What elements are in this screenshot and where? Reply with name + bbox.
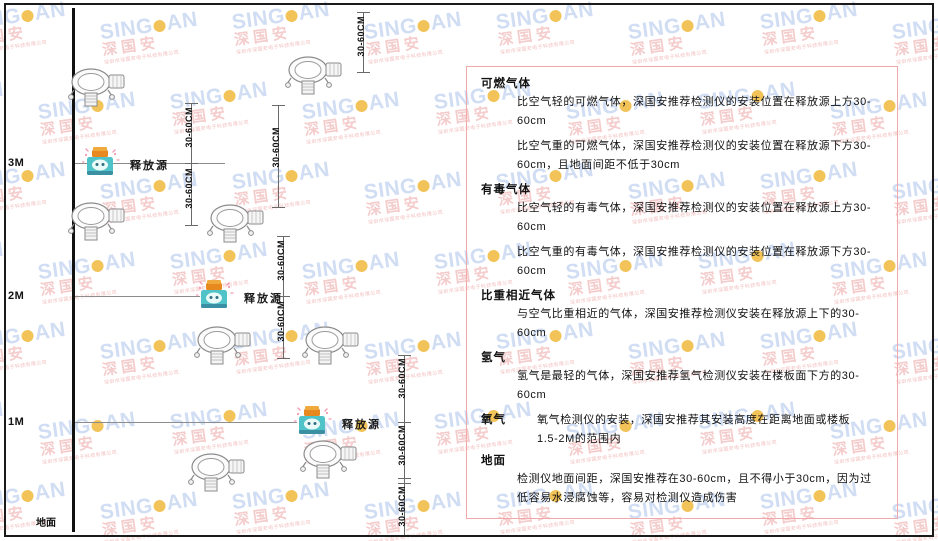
- gas-detector-icon: [186, 447, 248, 504]
- release-source-icon: [81, 145, 124, 186]
- dimension-tick: [357, 12, 370, 13]
- info-section-toxic-gas: 有毒气体比空气轻的有毒气体，深国安推荐检测仪的安装位置在释放源上方30-60cm…: [481, 181, 883, 281]
- release-source-icon: [195, 278, 238, 319]
- level-line-3m: [75, 163, 225, 164]
- axis-label-1m: 1M: [8, 416, 25, 428]
- gas-detector-icon: [66, 62, 128, 119]
- dimension-label: 30-60CM: [184, 107, 194, 148]
- gas-detector-icon: [192, 320, 254, 377]
- dimension-line: [191, 103, 192, 225]
- info-section-oxygen: 氧气 氧气检测仪的安装，深国安推荐其安装高度在距离地面或楼板1.5-2M的范围内: [481, 411, 883, 449]
- dimension-tick: [277, 296, 290, 297]
- gas-detector-icon: [298, 434, 360, 491]
- ground-label: 地面: [36, 518, 56, 529]
- vertical-axis: [72, 8, 75, 532]
- dimension-tick: [398, 478, 411, 479]
- dimension-line: [278, 105, 279, 207]
- info-section-hydrogen: 氢气 氢气是最轻的气体，深国安推荐氢气检测仪安装在楼板面下方的30-60cm: [481, 349, 883, 405]
- dimension-tick: [277, 358, 290, 359]
- info-section-paragraph: 比空气重的可燃气体，深国安推荐检测仪的安装位置在释放源下方30-60cm，且地面…: [517, 140, 872, 171]
- dimension-label: 30-60CM: [356, 16, 366, 57]
- dimension-tick: [272, 207, 285, 208]
- info-section-paragraph: 比空气轻的有毒气体，深国安推荐检测仪的安装位置在释放源上方30-60cm: [517, 202, 872, 233]
- gas-detector-icon: [300, 320, 362, 377]
- dimension-tick: [398, 422, 411, 423]
- gas-detector-icon: [66, 196, 128, 253]
- outer-frame: [4, 3, 934, 537]
- dimension-label: 30-60CM: [184, 168, 194, 209]
- info-section-heading: 有毒气体: [481, 184, 531, 196]
- axis-label-2m: 2M: [8, 290, 25, 302]
- level-line-2m: [75, 296, 200, 297]
- info-panel: 可燃气体比空气轻的可燃气体，深国安推荐检测仪的安装位置在释放源上方30-60cm…: [466, 66, 898, 519]
- dimension-tick: [398, 355, 411, 356]
- info-section-ground: 地面 检测仪地面间距，深国安推荐在30-60cm，且不得小于30cm，因为过低容易…: [481, 452, 883, 508]
- info-section-paragraph: 比空气轻的可燃气体，深国安推荐检测仪的安装位置在释放源上方30-60cm: [517, 96, 872, 127]
- dimension-label: 30-60CM: [397, 358, 407, 399]
- info-section-row: 氧气 氧气检测仪的安装，深国安推荐其安装高度在距离地面或楼板1.5-2M的范围内: [481, 411, 883, 449]
- info-section-paragraph: 氢气是最轻的气体，深国安推荐氢气检测仪安装在楼板面下方的30-60cm: [517, 370, 860, 401]
- dimension-label: 30-60CM: [276, 301, 286, 342]
- info-section-heading: 地面: [481, 455, 506, 467]
- gas-detector-icon: [205, 198, 267, 255]
- dimension-label: 30-60CM: [276, 240, 286, 281]
- release-source-icon: [293, 404, 336, 445]
- dimension-tick: [277, 236, 290, 237]
- dimension-tick: [185, 163, 198, 164]
- dimension-label: 30-60CM: [397, 425, 407, 466]
- dimension-line: [363, 12, 364, 72]
- info-section-paragraph: 氧气检测仪的安装，深国安推荐其安装高度在距离地面或楼板1.5-2M的范围内: [537, 414, 851, 445]
- detector-svg: [68, 68, 125, 107]
- info-section-heading: 氢气: [481, 352, 506, 364]
- info-section-heading: 可燃气体: [481, 78, 531, 90]
- release-source-label: 释放源: [130, 160, 169, 172]
- release-source-svg: [81, 147, 120, 175]
- dimension-tick: [272, 105, 285, 106]
- info-section-paragraph: 与空气比重相近的气体，深国安推荐检测仪安装在释放源上下的30-60cm: [517, 308, 860, 339]
- dimension-tick: [185, 225, 198, 226]
- gas-detector-icon: [283, 50, 345, 107]
- info-section-heading: 比重相近气体: [481, 290, 556, 302]
- axis-label-3m: 3M: [8, 157, 25, 169]
- info-section-paragraph: 比空气重的有毒气体，深国安推荐检测仪的安装位置在释放源下方30-60cm: [517, 246, 872, 277]
- level-line-1m: [75, 422, 297, 423]
- info-section-flammable-gas: 可燃气体比空气轻的可燃气体，深国安推荐检测仪的安装位置在释放源上方30-60cm…: [481, 75, 883, 175]
- dimension-line: [283, 236, 284, 358]
- dimension-label: 30-60CM: [397, 486, 407, 527]
- release-source-label: 释放源: [244, 293, 283, 305]
- dimension-tick: [185, 103, 198, 104]
- dimension-label: 30-60CM: [271, 127, 281, 168]
- release-source-label: 释放源: [342, 419, 381, 431]
- dimension-tick: [398, 483, 411, 484]
- info-section-similar-density-gas: 比重相近气体与空气比重相近的气体，深国安推荐检测仪安装在释放源上下的30-60c…: [481, 287, 883, 343]
- info-section-paragraph: 检测仪地面间距，深国安推荐在30-60cm，且不得小于30cm，因为过低容易水浸…: [517, 473, 872, 504]
- dimension-tick: [357, 72, 370, 73]
- dimension-line: [404, 355, 405, 535]
- info-section-heading: 氧气: [481, 414, 506, 426]
